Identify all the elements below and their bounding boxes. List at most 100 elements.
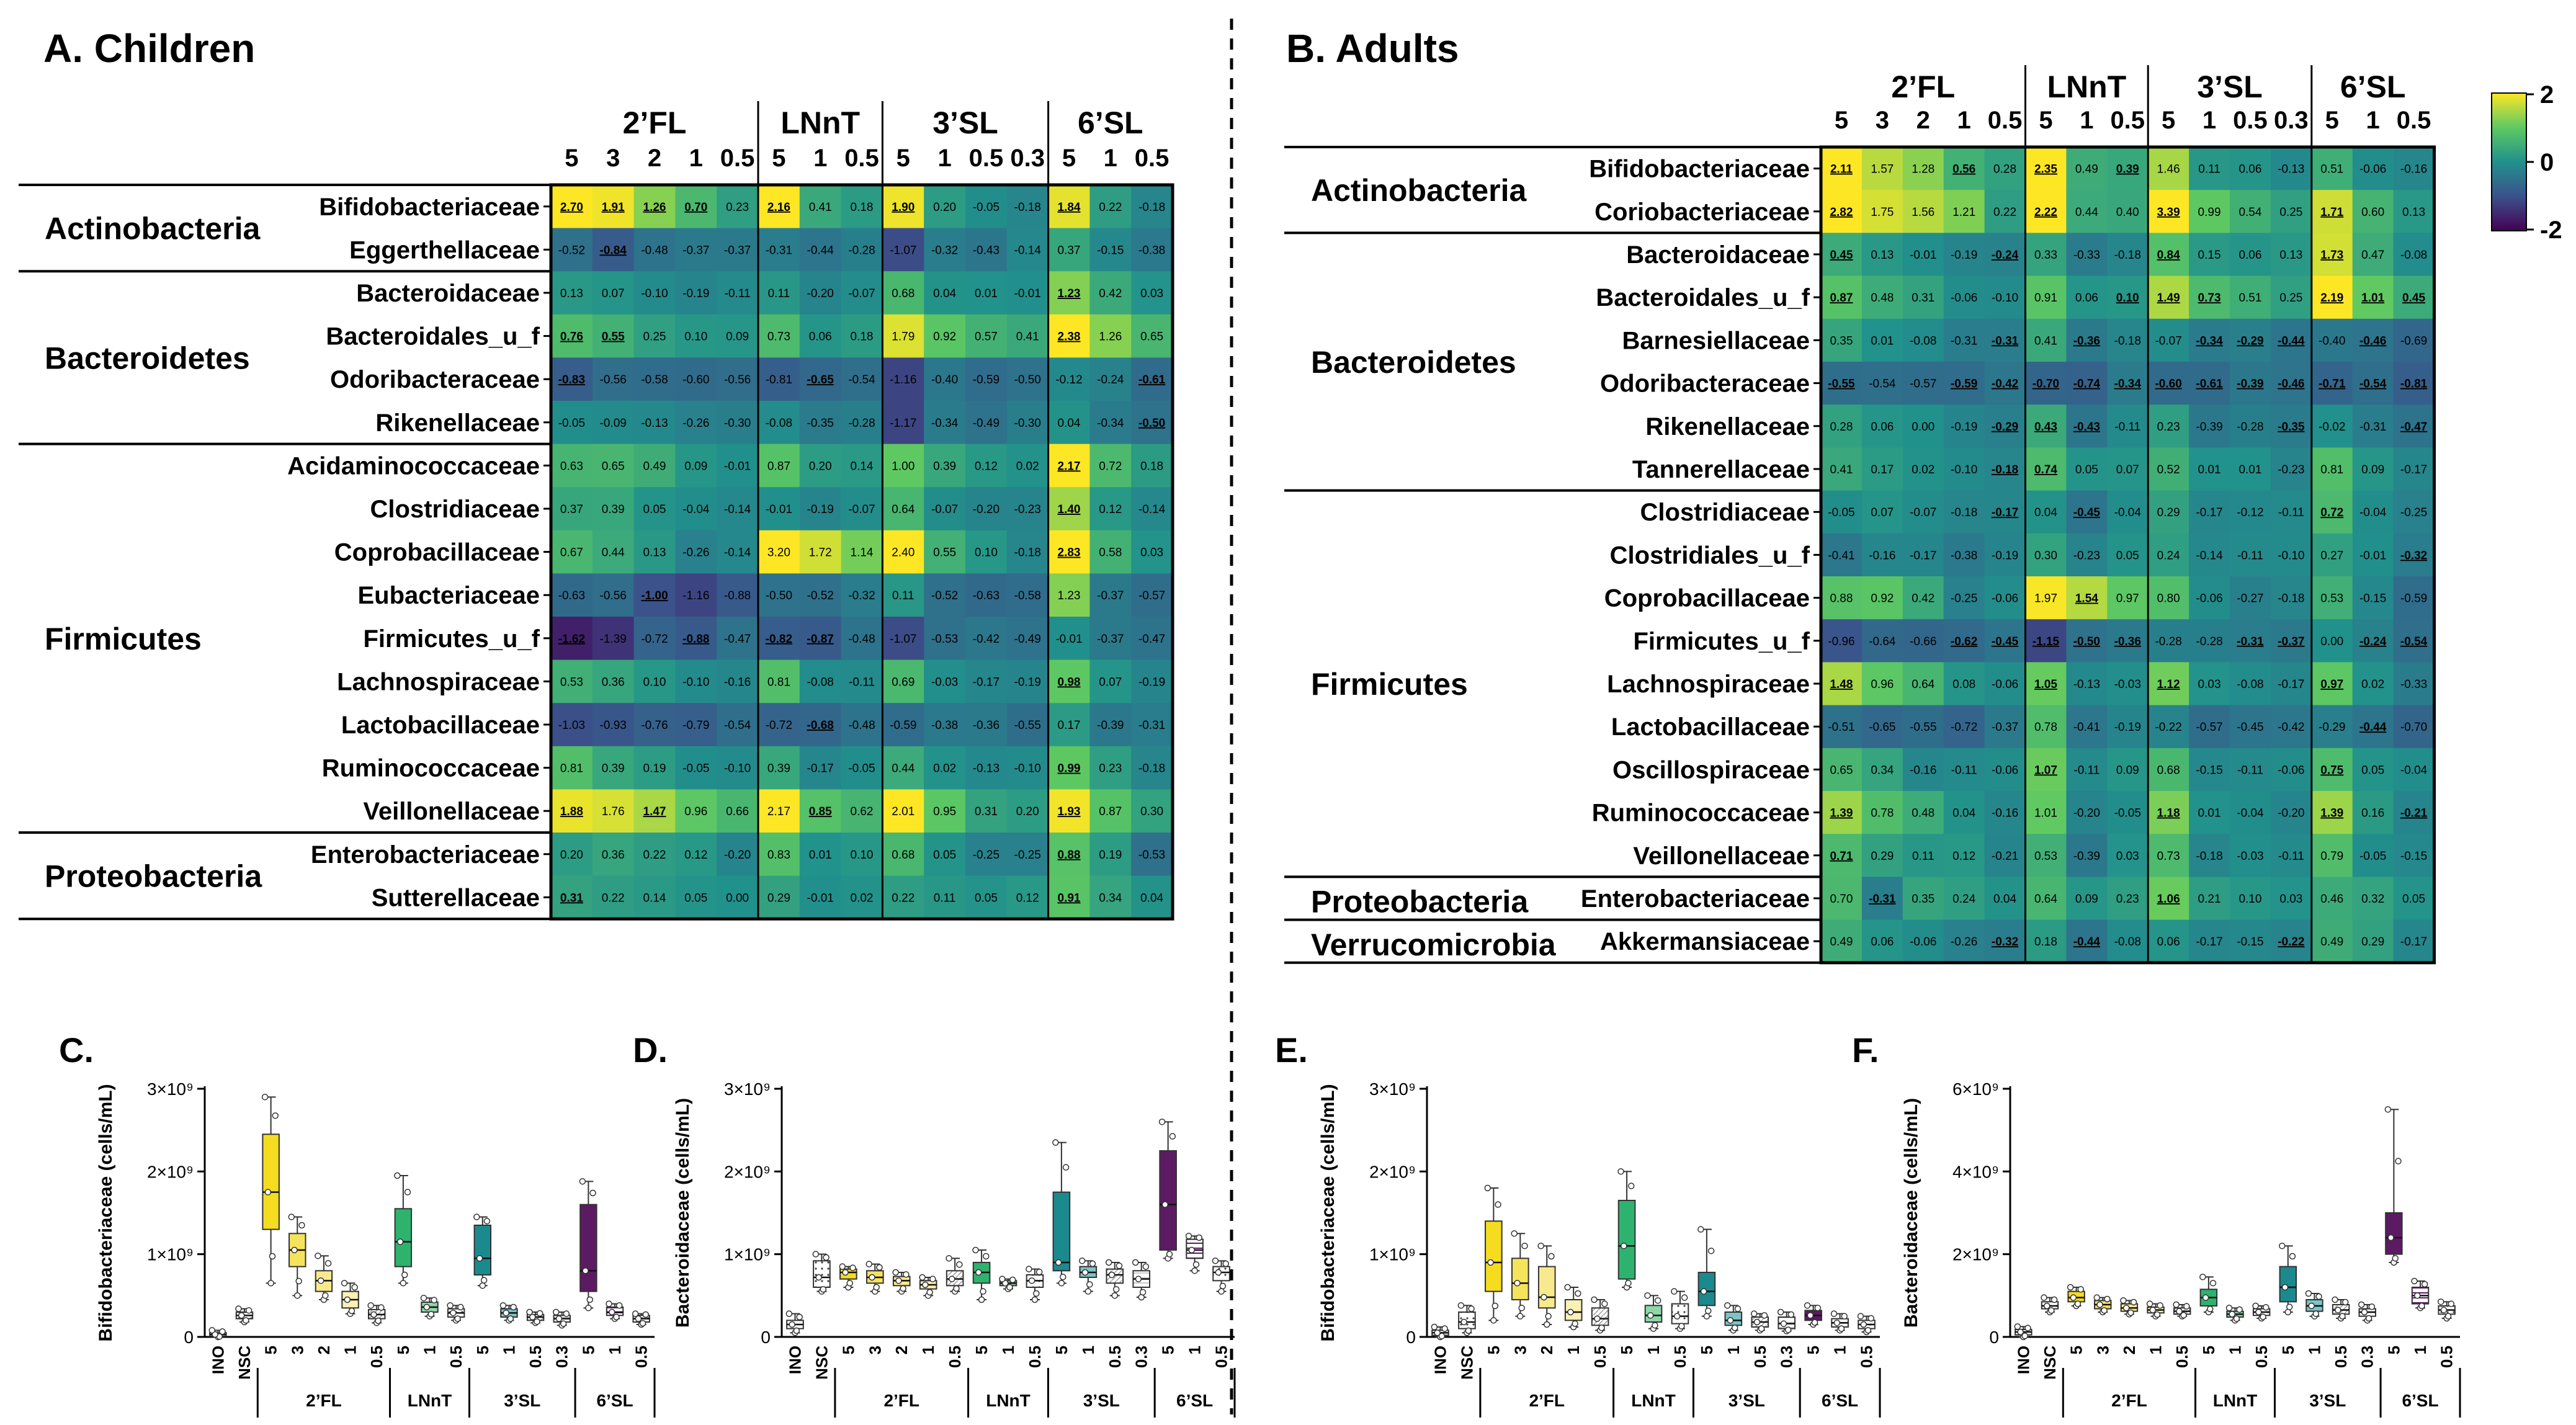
heatmap-cell-label: 0.06 [2238,163,2261,176]
dose-label: 5 [2162,107,2175,134]
heatmap-cell [841,271,883,315]
heatmap-cell [882,875,924,919]
heatmap-cell-label: 0.44 [2075,206,2098,219]
heatmap-cell-label: 0.48 [1871,292,1894,305]
heatmap-cell [2148,619,2189,663]
x-tick-label: 5 [1484,1346,1503,1354]
data-point [823,1254,830,1261]
heatmap-cell [2311,791,2353,834]
heatmap-cell [799,271,842,315]
family-label: Clostridiaceae [1640,499,1810,526]
x-tick-label: 1 [1724,1346,1743,1354]
heatmap-cell [2230,318,2271,362]
data-point [1139,1289,1147,1296]
heatmap-cell [2352,748,2394,792]
heatmap-cell [592,228,635,272]
heatmap-cell-label: 1.26 [643,201,666,214]
group-header: LNnT [780,105,860,140]
heatmap-cell [1006,271,1049,315]
data-point [1218,1288,1225,1295]
heatmap-cell [758,703,800,747]
heatmap-cell-label: -0.24 [1097,373,1124,386]
heatmap-cell-label: -0.42 [973,633,1000,646]
heatmap-cell-label: -0.03 [2114,678,2141,691]
heatmap-cell-label: -0.33 [2400,678,2427,691]
data-point [480,1277,488,1284]
x-tick-label: 1 [2226,1346,2245,1354]
heatmap-cell [717,703,759,747]
heatmap-cell [675,746,717,790]
heatmap-cell-label: -0.05 [682,762,709,775]
family-label: Firmicutes_u_f [1633,628,1810,655]
heatmap-cell [1902,791,1944,834]
family-label: Sutterellaceae [372,884,540,911]
data-point [2368,1303,2376,1310]
x-tick-label: NSC [812,1346,831,1380]
family-label: Clostridiales_u_f [1610,542,1810,569]
data-point [238,1312,245,1319]
data-point [1652,1322,1658,1329]
heatmap-cell-label: -0.42 [2278,721,2304,734]
data-point [272,1112,279,1119]
x-tick-label: 2 [1537,1346,1556,1354]
family-label: Bacteroidaceae [1626,241,1810,269]
heatmap-cell-label: 0.56 [1952,163,1975,176]
heatmap-cell [1131,185,1173,229]
heatmap-cell [675,530,717,574]
heatmap-cell [1821,748,1863,792]
heatmap-cell [2352,275,2394,319]
family-label: Bacteroidaceae [356,280,540,307]
heatmap-cell [1048,271,1090,315]
panel-title: D. [633,1030,668,1070]
heatmap-cell-label: 0.81 [560,762,583,775]
heatmap-cell-label: 0.05 [2075,463,2098,476]
panel-title: A. Children [43,26,255,71]
heatmap-cell-label: -0.37 [682,244,709,257]
heatmap-cell-label: 0.39 [767,762,790,775]
heatmap-cell [2066,318,2108,362]
heatmap-cell-label: 0.67 [560,547,583,560]
heatmap-cell-label: -0.18 [1138,762,1165,775]
heatmap-cell [2270,662,2312,706]
heatmap-cell-label: -0.13 [2073,678,2100,691]
heatmap-cell [2189,190,2230,233]
heatmap-cell-label: -0.51 [1828,721,1854,734]
heatmap-cell [1943,275,1985,319]
heatmap-cell [1821,362,1863,405]
data-point [1830,1310,1838,1317]
data-point [2021,1333,2028,1339]
heatmap-cell [1048,357,1090,401]
x-tick-label: 0.5 [632,1346,651,1368]
heatmap-cell-label: 1.49 [2157,292,2180,305]
data-point [503,1310,509,1316]
group-header: 3’SL [2197,69,2263,104]
data-point [2384,1106,2392,1113]
data-point [219,1328,226,1335]
x-tick-label: 0.3 [2358,1346,2377,1368]
heatmap-cell [2230,748,2271,792]
heatmap-cell [675,487,717,531]
data-point [903,1271,910,1278]
heatmap-cell [551,573,593,617]
heatmap-cell-label: 0.03 [2198,678,2221,691]
heatmap-cell [1131,833,1173,877]
heatmap-cell-label: 1.48 [1830,678,1853,691]
data-point [1681,1294,1688,1301]
heatmap-cell-label: -0.61 [1138,373,1166,386]
heatmap-cell [675,271,717,315]
heatmap-cell [1861,318,1903,362]
heatmap-cell-label: -0.87 [807,633,834,646]
data-point [1621,1243,1627,1249]
heatmap-cell [1089,789,1132,833]
heatmap-cell-label: -0.32 [2400,549,2427,562]
heatmap-cell-label: 0.13 [560,287,583,300]
heatmap-cell-label: 0.31 [975,805,998,818]
data-point [1089,1260,1096,1267]
heatmap-cell [2352,147,2394,190]
heatmap-cell-label: -0.53 [931,633,958,646]
heatmap-cell-label: -0.40 [2319,334,2345,347]
heatmap-cell-label: -0.11 [2073,764,2100,777]
data-point [1627,1182,1635,1189]
data-point [615,1302,623,1309]
data-point [1601,1300,1608,1307]
